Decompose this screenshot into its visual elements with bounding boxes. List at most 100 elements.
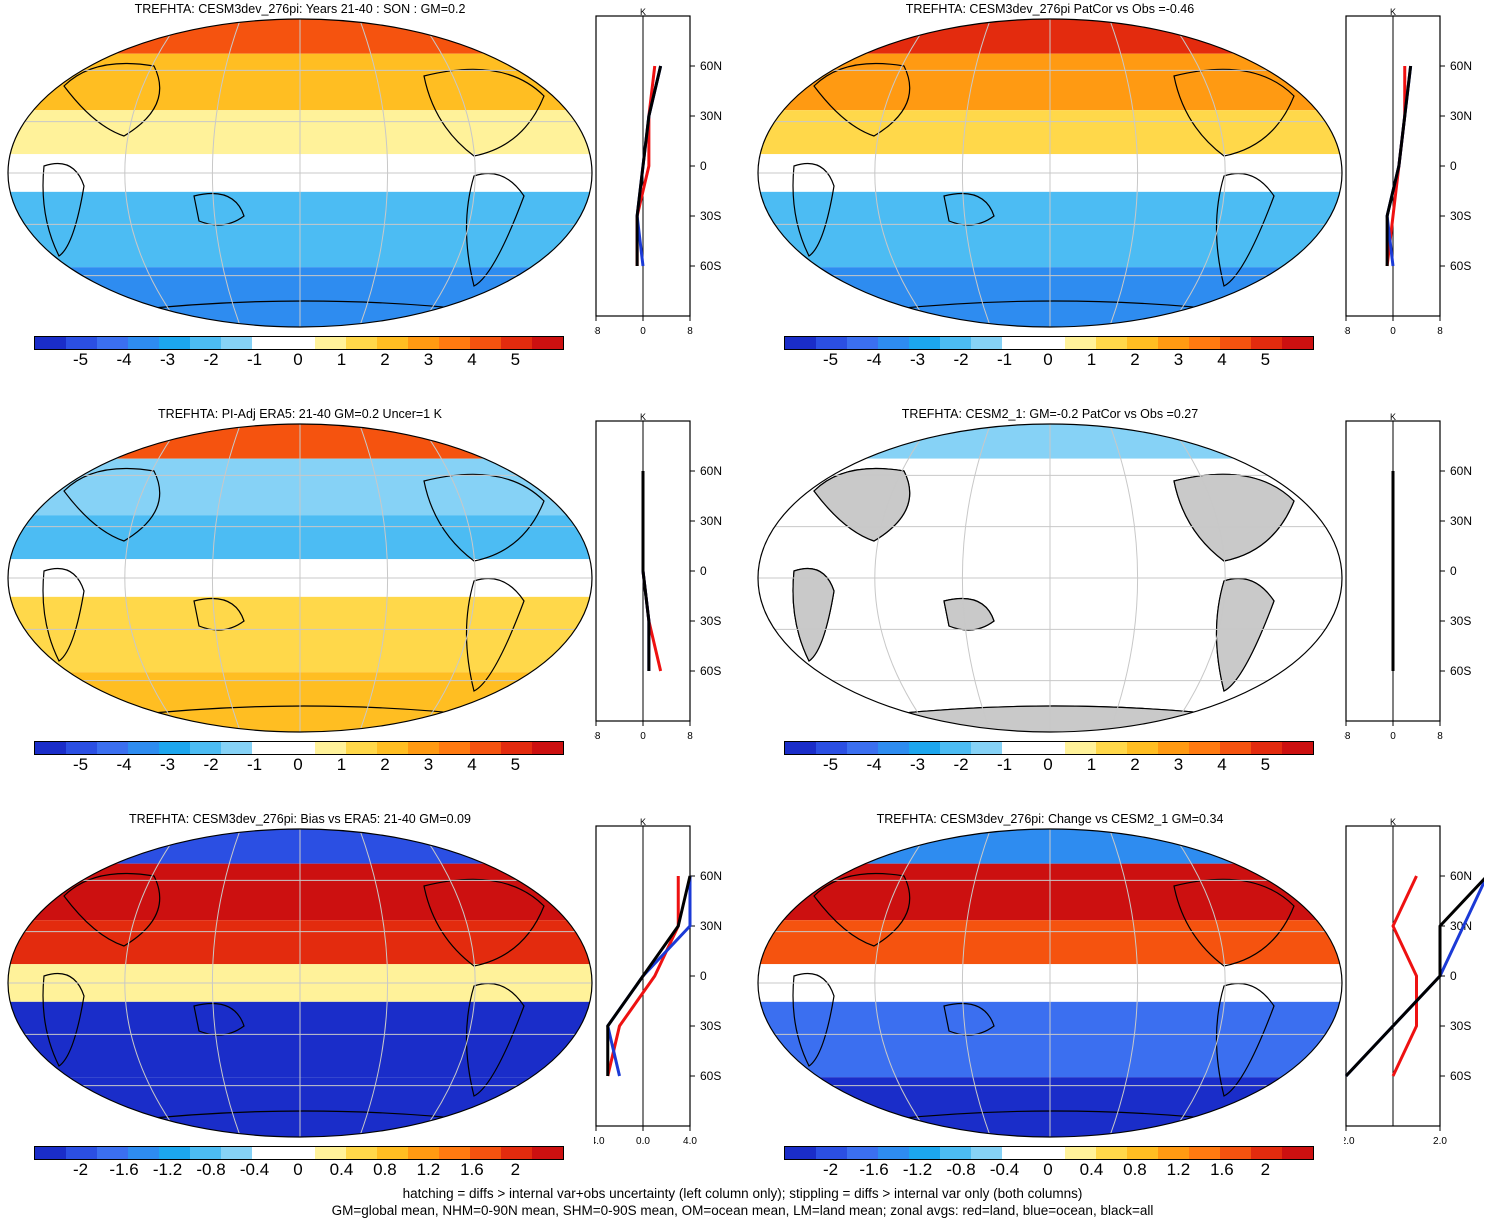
coastline — [465, 577, 525, 692]
longitude-line — [211, 829, 243, 1137]
colorbar-tick: 0.8 — [1123, 1160, 1147, 1179]
colorbar-swatch — [221, 742, 253, 754]
longitude-line — [1107, 424, 1139, 732]
map-border — [757, 423, 1343, 733]
panel-title: TREFHTA: PI-Adj ERA5: 21-40 GM=0.2 Uncer… — [158, 407, 442, 421]
colorbar-swatch — [35, 337, 67, 349]
zonal-line — [606, 875, 692, 1076]
coastline — [63, 873, 161, 947]
colorbar-swatch — [35, 1147, 67, 1159]
lat-tick-label: 60S — [1450, 259, 1471, 273]
unit-label: K — [1390, 413, 1396, 422]
colorbar-swatch — [500, 1147, 532, 1159]
lat-tick-label: 60S — [1450, 1069, 1471, 1083]
colorbar-tick: -0.4 — [989, 1160, 1020, 1179]
map — [757, 828, 1343, 1138]
unit-label: K — [1390, 818, 1396, 827]
colorbar-swatch — [1064, 742, 1096, 754]
colorbar-tick: -2 — [203, 350, 219, 369]
colorbar-swatch — [1219, 1147, 1251, 1159]
colorbar-swatch — [376, 742, 408, 754]
colorbar-swatch — [1126, 1147, 1158, 1159]
coastline — [813, 62, 911, 137]
coastline — [1215, 982, 1275, 1097]
zonal-line — [1385, 65, 1413, 266]
colorbar-tick: 4 — [467, 755, 477, 774]
colorbar-swatch — [345, 742, 377, 754]
colorbar-tick: -3 — [909, 755, 926, 774]
colorbar — [784, 741, 1314, 755]
coastline — [465, 982, 525, 1097]
map-border — [757, 18, 1343, 328]
zonal-mean-plot: 60N 30N 0 30S 60S -4.0 0.0 4.0 K — [594, 818, 722, 1146]
map-field — [758, 424, 1342, 732]
colorbar-tick: 1 — [336, 755, 347, 774]
colorbar-swatch — [816, 742, 848, 754]
colorbar-tick: -1.2 — [902, 1160, 933, 1179]
panel-title: TREFHTA: CESM3dev_276pi: Years 21-40 : S… — [134, 2, 466, 16]
colorbar-swatch — [1250, 742, 1282, 754]
lat-tick-label: 30N — [1450, 109, 1472, 123]
map-border — [7, 18, 593, 328]
colorbar-swatch — [35, 742, 67, 754]
coastline — [63, 62, 161, 137]
colorbar-swatch — [971, 742, 1003, 754]
colorbar-swatch — [438, 337, 470, 349]
colorbar-swatch — [407, 337, 439, 349]
colorbar-swatch — [66, 337, 98, 349]
map — [757, 423, 1343, 733]
unit-label: K — [640, 8, 646, 17]
colorbar-tick: -1.6 — [859, 1160, 889, 1179]
colorbar-tick: 5 — [510, 350, 521, 369]
colorbar-tick: 2 — [1130, 350, 1140, 369]
map-border — [7, 828, 593, 1138]
colorbar-swatch — [1282, 1147, 1314, 1159]
colorbar-swatch — [159, 337, 191, 349]
colorbar-swatch — [1002, 1147, 1034, 1159]
longitude-line — [357, 19, 389, 327]
colorbar — [34, 741, 564, 755]
colorbar-swatch — [1157, 742, 1189, 754]
colorbar-swatch — [909, 742, 941, 754]
colorbar-swatch — [345, 1147, 377, 1159]
colorbar-swatch — [1033, 337, 1065, 349]
longitude-line — [124, 424, 184, 732]
panel-title: TREFHTA: CESM3dev_276pi PatCor vs Obs =-… — [905, 2, 1195, 16]
colorbar-swatch — [1282, 337, 1314, 349]
longitude-line — [124, 829, 184, 1137]
colorbar-swatch — [252, 337, 284, 349]
coastline — [465, 172, 525, 287]
colorbar-swatch — [252, 742, 284, 754]
colorbar-swatch — [252, 1147, 284, 1159]
colorbar-ticks: -5 -4 -3 -2 -1 0 1 2 3 4 5 — [784, 350, 1312, 372]
map-field — [758, 829, 1342, 1137]
lat-tick-label: 0 — [1450, 969, 1457, 983]
colorbar-tick: -2 — [823, 1160, 839, 1179]
colorbar-swatch — [878, 337, 910, 349]
colorbar-swatch — [971, 337, 1003, 349]
lat-tick-label: 60N — [1450, 59, 1472, 73]
lat-tick-label: 60S — [700, 664, 721, 678]
longitude-line — [961, 829, 993, 1137]
map-field — [8, 19, 592, 327]
colorbar-swatch — [1188, 742, 1220, 754]
longitude-line — [961, 19, 993, 327]
colorbar-swatch — [66, 1147, 98, 1159]
panel-5: TREFHTA: CESM3dev_276pi: Change vs CESM2… — [750, 810, 1485, 1215]
colorbar-tick: 1 — [336, 350, 347, 369]
map — [757, 18, 1343, 328]
longitude-line — [1107, 829, 1139, 1137]
colorbar-swatch — [221, 337, 253, 349]
colorbar-swatch — [1033, 1147, 1065, 1159]
zonal-mean-plot: 60N 30N 0 30S 60S -8 0 8 K — [1344, 413, 1472, 741]
zonal-mean-plot: 60N 30N 0 30S 60S -8 0 8 K — [1344, 8, 1472, 336]
x-tick-label: 0 — [640, 326, 646, 336]
colorbar-swatch — [785, 337, 817, 349]
colorbar-tick: 1 — [1086, 350, 1097, 369]
panel-3: TREFHTA: CESM2_1: GM=-0.2 PatCor vs Obs … — [750, 405, 1485, 810]
colorbar-swatch — [1126, 337, 1158, 349]
colorbar-swatch — [878, 1147, 910, 1159]
land-mask — [873, 705, 1235, 732]
colorbar-swatch — [532, 337, 564, 349]
